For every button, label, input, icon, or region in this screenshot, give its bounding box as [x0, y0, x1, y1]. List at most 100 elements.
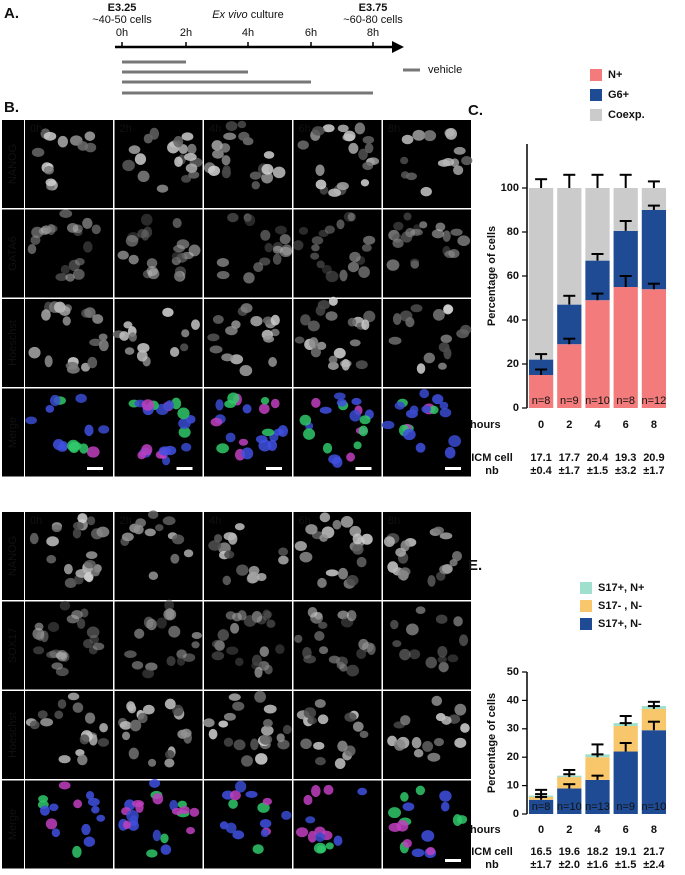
- cell: [239, 365, 253, 377]
- cell: [80, 608, 89, 618]
- cell: [98, 339, 109, 352]
- icm-value: 18.2: [587, 846, 608, 858]
- cell: [98, 333, 108, 341]
- cell: [419, 388, 430, 399]
- cell: [51, 662, 63, 670]
- cell: [358, 638, 369, 650]
- row-label-bg: [2, 512, 24, 600]
- error-bar: [535, 788, 548, 796]
- cell: [260, 229, 271, 241]
- icm-value: 19.3: [615, 452, 636, 464]
- x-tick-label: 2: [566, 419, 572, 431]
- cell: [262, 718, 273, 728]
- cell: [441, 564, 453, 574]
- cell: [409, 649, 421, 660]
- cell: [264, 664, 273, 675]
- cell: [212, 149, 224, 159]
- cell: [349, 410, 361, 422]
- x-tick-label: 4: [594, 824, 601, 836]
- cell: [176, 649, 187, 659]
- cell: [327, 361, 339, 371]
- cell: [332, 456, 343, 468]
- cell: [164, 749, 175, 760]
- cell: [186, 826, 195, 835]
- cell: [66, 222, 79, 233]
- cell: [148, 571, 159, 580]
- bar-segment: [641, 210, 667, 290]
- cell: [449, 559, 458, 567]
- cell: [358, 425, 369, 437]
- cell: [415, 442, 426, 453]
- icm-value: ±2.4: [643, 859, 665, 871]
- cell: [121, 731, 131, 741]
- cell: [437, 655, 447, 664]
- cell: [211, 639, 225, 649]
- cell: [177, 656, 186, 666]
- cell: [233, 739, 246, 751]
- n-label: n=9: [560, 395, 579, 407]
- cell: [308, 337, 319, 349]
- cell: [83, 241, 93, 253]
- cell: [295, 827, 309, 838]
- cell: [388, 822, 402, 832]
- cell: [299, 551, 313, 563]
- cell: [250, 738, 259, 751]
- cell: [81, 823, 91, 836]
- cell: [227, 212, 239, 223]
- arrow-head: [392, 41, 404, 53]
- cell: [349, 251, 361, 263]
- n-label: n=10: [642, 801, 667, 813]
- error-bar: [619, 173, 632, 188]
- cell: [438, 342, 450, 353]
- icm-value: 19.1: [615, 846, 636, 858]
- cell: [363, 235, 376, 245]
- cell: [165, 400, 175, 411]
- cell: [143, 226, 153, 238]
- y-tick-label: 0: [513, 808, 519, 820]
- cell: [281, 810, 292, 820]
- cell: [348, 142, 359, 154]
- cell: [72, 528, 82, 539]
- cell: [292, 240, 304, 251]
- cell: [84, 424, 94, 437]
- cell: [40, 718, 54, 727]
- culture-italic: Ex vivo: [212, 9, 247, 21]
- micrograph: [25, 209, 113, 298]
- x-tick-label: 6: [623, 824, 629, 836]
- cell: [254, 690, 267, 703]
- cell: [406, 623, 419, 636]
- error-bar: [619, 742, 632, 752]
- y-tick-label: 0: [513, 402, 519, 414]
- y-tick-label: 20: [507, 358, 519, 370]
- icm-value: ±1.7: [643, 465, 664, 477]
- error-bar: [647, 700, 660, 707]
- cell: [358, 148, 368, 161]
- cell: [261, 428, 275, 437]
- cell: [307, 606, 318, 618]
- cell: [298, 226, 309, 235]
- cell: [325, 842, 334, 850]
- cell: [84, 307, 96, 318]
- row-label-bg: [2, 601, 24, 690]
- cell: [60, 264, 70, 275]
- cell: [54, 710, 64, 720]
- bar-segment: [557, 777, 582, 789]
- cell: [63, 563, 73, 575]
- n-label: n=10: [557, 801, 582, 813]
- cell: [260, 396, 270, 405]
- cell: [137, 342, 150, 353]
- cell: [133, 524, 144, 535]
- cell: [27, 244, 37, 255]
- cell: [310, 346, 322, 358]
- cell: [252, 844, 264, 854]
- cell: [216, 257, 230, 268]
- cell: [181, 442, 192, 452]
- cell: [96, 526, 110, 538]
- cell: [353, 441, 362, 450]
- cell: [51, 828, 61, 838]
- cell: [228, 799, 238, 809]
- micrograph: [383, 691, 471, 779]
- cell: [332, 519, 342, 530]
- micrograph: [25, 388, 113, 477]
- cell: [351, 397, 362, 406]
